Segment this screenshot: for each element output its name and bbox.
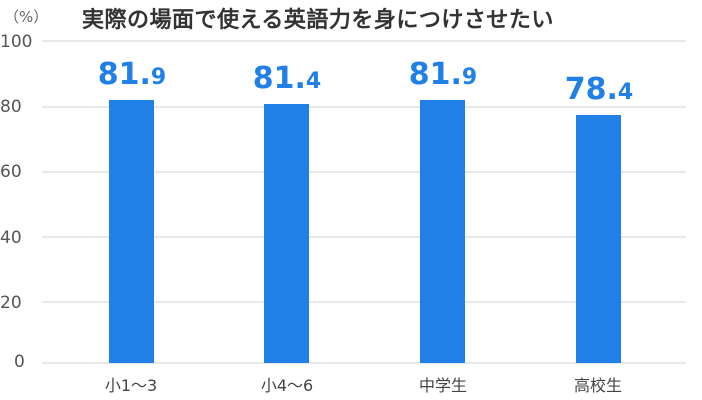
value-label-elementary-1-3: 81.9 bbox=[97, 57, 167, 92]
gridline-80 bbox=[42, 106, 686, 108]
x-label-high-school: 高校生 bbox=[573, 376, 622, 395]
y-axis-unit: （%） bbox=[4, 8, 49, 26]
gridline-100 bbox=[42, 40, 686, 42]
gridline-20 bbox=[42, 301, 686, 303]
x-label-elementary-4-6: 小4～6 bbox=[260, 376, 314, 395]
baseline-0 bbox=[42, 362, 686, 364]
value-label-high-school: 78.4 bbox=[564, 72, 634, 107]
gridline-60 bbox=[42, 171, 686, 173]
y-tick-40: 40 bbox=[0, 228, 22, 248]
gridline-40 bbox=[42, 236, 686, 238]
y-tick-80: 80 bbox=[0, 97, 22, 117]
value-label-elementary-4-6: 81.4 bbox=[252, 61, 322, 96]
y-tick-0: 0 bbox=[14, 352, 25, 372]
bar-junior-high bbox=[420, 100, 465, 363]
y-tick-20: 20 bbox=[0, 293, 22, 313]
bar-elementary-1-3 bbox=[109, 100, 154, 363]
y-tick-100: 100 bbox=[0, 32, 33, 52]
x-label-junior-high: 中学生 bbox=[418, 376, 467, 395]
value-label-junior-high: 81.9 bbox=[408, 57, 478, 92]
x-label-elementary-1-3: 小1～3 bbox=[104, 376, 158, 395]
chart-title: 実際の場面で使える英語力を身につけさせたい bbox=[82, 8, 554, 33]
bar-high-school bbox=[576, 115, 621, 363]
y-tick-60: 60 bbox=[0, 162, 22, 182]
bar-elementary-4-6 bbox=[264, 104, 309, 363]
